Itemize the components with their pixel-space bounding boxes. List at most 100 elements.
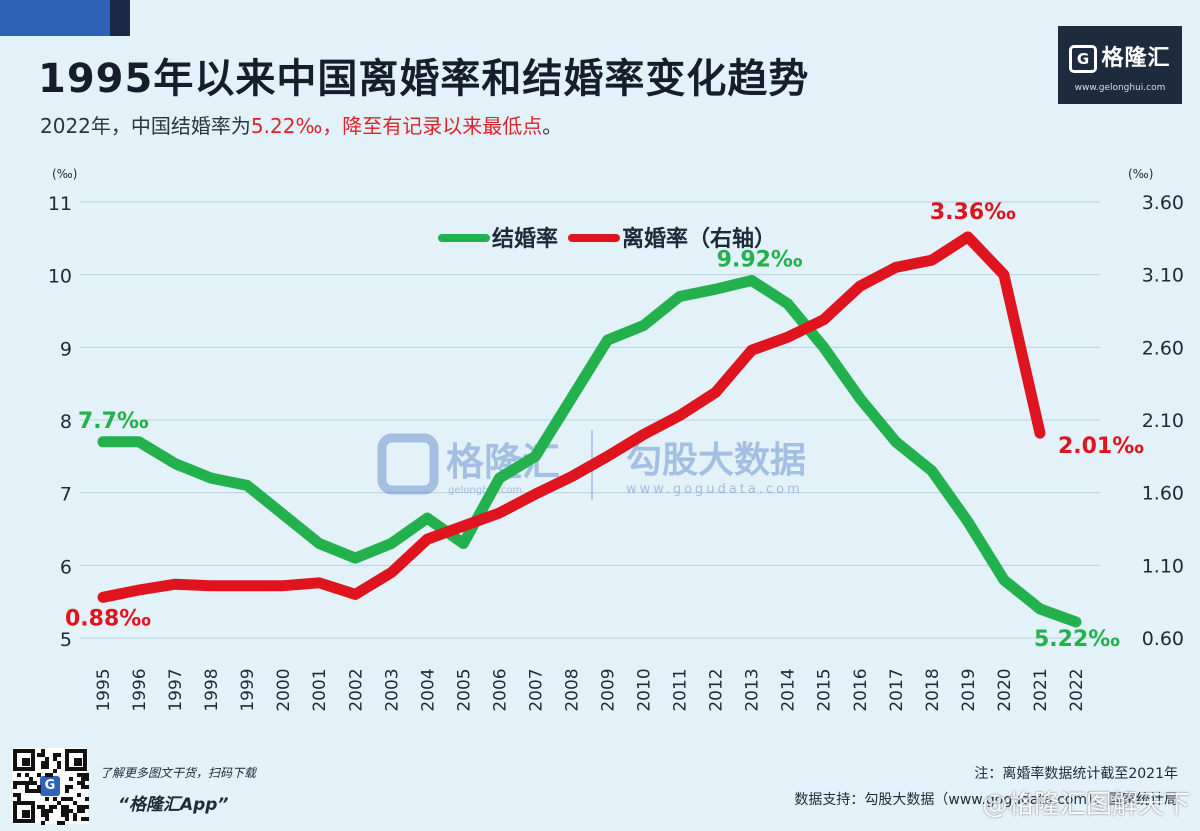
qr-module (53, 805, 57, 809)
qr-module (85, 817, 89, 821)
qr-module (41, 761, 45, 765)
legend-label: 离婚率（右轴） (622, 226, 776, 252)
x-tick-label: 2008 (562, 668, 582, 711)
left-tick-label: 7 (60, 484, 72, 506)
qr-module (85, 797, 89, 801)
brand-g-icon: G (1069, 45, 1098, 73)
qr-module (49, 809, 53, 813)
left-tick-label: 6 (60, 556, 72, 578)
qr-module (73, 813, 77, 817)
x-tick-label: 1996 (130, 668, 150, 711)
qr-module (69, 809, 73, 813)
qr-module (37, 753, 41, 757)
qr-module (81, 809, 85, 813)
right-tick-label: 3.10 (1142, 265, 1184, 287)
corner-accent-dark (110, 0, 130, 36)
annotation-label: 7.7‰ (78, 409, 149, 434)
qr-module (85, 805, 89, 809)
qr-module (85, 773, 89, 777)
watermark-left-sub: gelonghui.com (448, 485, 522, 496)
x-tick-label: 2001 (310, 668, 330, 711)
qr-module (65, 797, 69, 801)
right-tick-label: 1.60 (1142, 483, 1184, 505)
qr-module (25, 785, 29, 789)
qr-module (77, 781, 81, 785)
qr-module (41, 805, 45, 809)
left-axis-ticks: 5 6 7 8 9 10 11 (48, 193, 72, 651)
left-tick-label: 9 (60, 338, 72, 360)
legend-label: 结婚率 (492, 226, 558, 252)
x-tick-label: 2016 (851, 668, 871, 711)
qr-module (41, 813, 45, 817)
qr-module (13, 785, 17, 789)
watermark-right-url: www.gogudata.com (626, 482, 803, 497)
qr-module (17, 797, 21, 801)
qr-module (17, 793, 21, 797)
qr-finder-core (22, 758, 30, 766)
grid-lines (80, 201, 1100, 639)
series-line-divorce (97, 231, 1046, 603)
data-annotations: 7.7‰ 9.92‰ 5.22‰ 0.88‰ 3.36‰ 2.01‰ (65, 200, 1144, 652)
x-tick-label: 1999 (238, 668, 258, 711)
qr-module (45, 817, 49, 821)
qr-module (69, 785, 73, 789)
x-tick-label: 2020 (995, 668, 1015, 711)
x-tick-label: 2011 (671, 668, 691, 711)
qr-module (65, 813, 69, 817)
subtitle-highlight: 5.22‰，降至有记录以来最低点 (250, 114, 543, 138)
qr-module (29, 777, 33, 781)
qr-module (53, 797, 57, 801)
qr-module (57, 761, 61, 765)
qr-module (81, 785, 85, 789)
qr-module (49, 805, 53, 809)
corner-accent-blue (0, 0, 110, 36)
x-axis-ticks: 1995 1996 1997 1998 1999 2000 2001 2002 2003 2004… (94, 668, 1087, 711)
qr-module (77, 809, 81, 813)
qr-module (29, 781, 33, 785)
qr-module (61, 809, 65, 813)
qr-module (69, 777, 73, 781)
x-tick-label: 2022 (1067, 668, 1087, 711)
qr-module (65, 805, 69, 809)
qr-module (77, 773, 81, 777)
series-line-marriage (97, 275, 1082, 628)
brand-name: 格隆汇 (1101, 46, 1171, 71)
right-tick-label: 2.60 (1142, 337, 1184, 359)
qr-logo-icon: G (40, 776, 60, 796)
qr-code[interactable]: G (12, 748, 89, 825)
watermark-right-name: 勾股大数据 (626, 440, 806, 481)
x-tick-label: 2018 (923, 668, 943, 711)
annotation-label: 5.22‰ (1034, 627, 1120, 652)
right-axis-ticks: 0.60 1.10 1.60 2.10 2.60 3.10 3.60 (1142, 192, 1184, 650)
x-tick-label: 2014 (779, 668, 799, 711)
qr-finder-core (22, 810, 30, 818)
qr-module (37, 785, 41, 789)
x-tick-label: 2005 (454, 668, 474, 711)
qr-module (53, 769, 57, 773)
qr-module (33, 781, 37, 785)
qr-module (41, 749, 45, 753)
right-tick-label: 2.10 (1142, 410, 1184, 432)
qr-module (61, 797, 65, 801)
annotation-label: 3.36‰ (930, 200, 1016, 225)
series-lines (97, 231, 1082, 628)
qr-module (69, 797, 73, 801)
line-chart: 格隆汇 gelonghui.com 勾股大数据 www.gogudata.com… (48, 167, 1184, 712)
x-tick-label: 2015 (815, 668, 835, 711)
right-tick-label: 1.10 (1142, 555, 1184, 577)
qr-module (65, 809, 69, 813)
qr-module (45, 773, 49, 777)
qr-module (81, 805, 85, 809)
qr-module (65, 785, 69, 789)
annotation-label: 2.01‰ (1058, 434, 1144, 459)
qr-module (65, 789, 69, 793)
chart-title: 1995年以来中国离婚率和结婚率变化趋势 (38, 56, 810, 102)
x-tick-label: 2007 (526, 668, 546, 711)
qr-module (17, 781, 21, 785)
qr-module (85, 785, 89, 789)
right-tick-label: 0.60 (1142, 628, 1184, 650)
left-tick-label: 10 (48, 266, 72, 288)
qr-module (73, 817, 77, 821)
qr-module (25, 773, 29, 777)
x-tick-label: 2002 (346, 668, 366, 711)
